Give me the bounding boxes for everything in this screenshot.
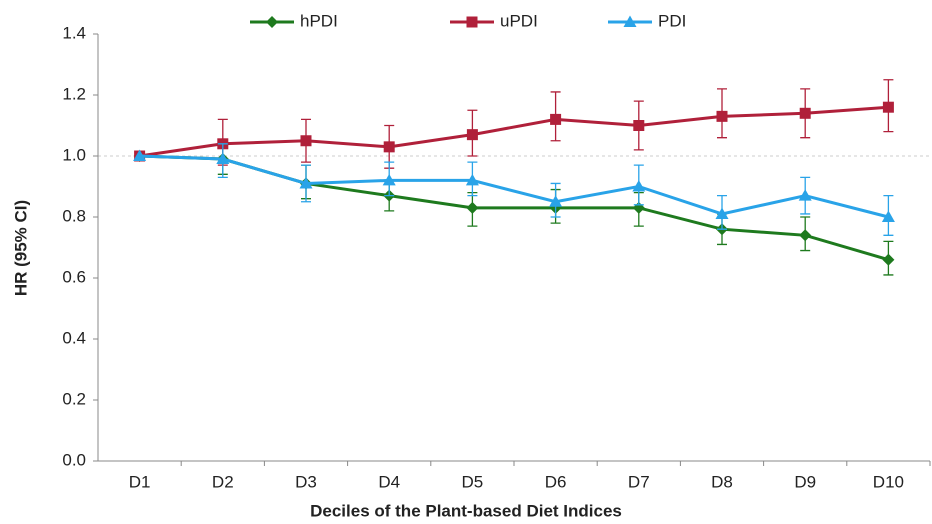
legend-marker bbox=[266, 16, 278, 28]
series-line bbox=[139, 154, 889, 219]
x-tick-label: D7 bbox=[628, 472, 650, 491]
point bbox=[799, 107, 811, 119]
legend-label: uPDI bbox=[500, 11, 538, 30]
point bbox=[216, 152, 230, 165]
point bbox=[881, 210, 895, 222]
point bbox=[465, 173, 479, 186]
point bbox=[632, 180, 646, 192]
x-tick-label: D5 bbox=[462, 472, 484, 491]
point bbox=[300, 135, 312, 147]
point bbox=[299, 176, 313, 189]
x-tick-label: D6 bbox=[545, 472, 567, 491]
point bbox=[466, 201, 479, 214]
y-tick-label: 1.4 bbox=[62, 23, 86, 42]
point bbox=[133, 149, 147, 161]
point bbox=[799, 229, 812, 242]
x-tick-label: D2 bbox=[212, 472, 234, 491]
point bbox=[798, 189, 812, 201]
y-axis-label: HR (95% CI) bbox=[11, 200, 30, 296]
y-tick-label: 0.0 bbox=[62, 450, 86, 469]
y-tick-label: 0.4 bbox=[62, 328, 86, 347]
x-tick-label: D10 bbox=[873, 472, 904, 491]
point bbox=[382, 173, 396, 186]
point bbox=[882, 253, 895, 266]
x-tick-label: D4 bbox=[378, 472, 400, 491]
point bbox=[549, 195, 563, 207]
x-tick-label: D9 bbox=[794, 472, 816, 491]
point bbox=[716, 110, 728, 122]
y-tick-label: 0.2 bbox=[62, 389, 86, 408]
point bbox=[633, 120, 645, 131]
legend-marker bbox=[623, 15, 637, 27]
point bbox=[715, 207, 729, 219]
x-axis-label: Deciles of the Plant-based Diet Indices bbox=[310, 501, 622, 520]
series-line bbox=[139, 154, 889, 262]
y-tick-label: 0.6 bbox=[62, 267, 86, 286]
legend-marker bbox=[466, 16, 478, 28]
y-tick-label: 0.8 bbox=[62, 206, 86, 225]
point bbox=[466, 129, 478, 141]
x-tick-label: D3 bbox=[295, 472, 317, 491]
y-tick-label: 1.0 bbox=[62, 145, 86, 164]
point bbox=[550, 113, 562, 125]
y-tick-label: 1.2 bbox=[62, 84, 86, 103]
point bbox=[383, 141, 395, 153]
point bbox=[882, 101, 894, 113]
legend-label: PDI bbox=[658, 11, 686, 30]
series-line bbox=[139, 105, 889, 158]
x-tick-label: D8 bbox=[711, 472, 733, 491]
x-tick-label: D1 bbox=[129, 472, 151, 491]
legend-label: hPDI bbox=[300, 11, 338, 30]
